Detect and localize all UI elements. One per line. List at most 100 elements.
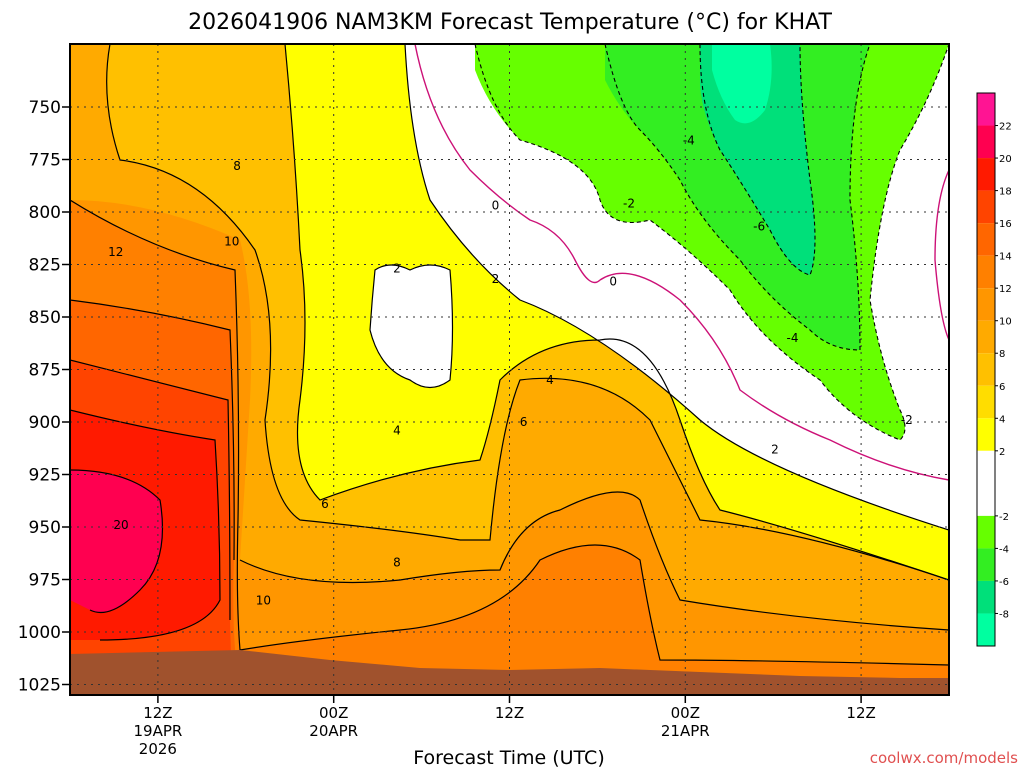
- colorbar-label: 2: [999, 447, 1005, 458]
- x-tick-label: 12Z: [846, 704, 875, 722]
- colorbar-label: 12: [999, 284, 1012, 295]
- contour-label: 6: [520, 415, 528, 429]
- colorbar-label: 6: [999, 382, 1005, 393]
- contour-label: -4: [787, 331, 799, 345]
- y-tick-label: 825: [29, 256, 61, 276]
- y-tick-label: 750: [29, 98, 61, 118]
- contour-label: 4: [546, 373, 554, 387]
- colorbar-bin: [977, 320, 995, 354]
- contour-12: [70, 299, 235, 561]
- contour-label: 2: [393, 262, 401, 276]
- colorbar-label: 8: [999, 349, 1005, 360]
- contour-m4: [604, 44, 871, 351]
- x-tick-label: 00Z: [671, 704, 700, 722]
- contour-8b: [239, 491, 949, 631]
- y-tick-label: 900: [29, 413, 61, 433]
- colorbar-label: -2: [999, 512, 1009, 523]
- contour-label: -4: [683, 134, 695, 148]
- x-tick-label: 12Z: [495, 704, 524, 722]
- contour-labels: 8 10 12 20 10 2 4 6 8 0 2 6 4 0 -2 -4 -6 -4 2 -2: [108, 134, 913, 608]
- y-tick-label: 925: [29, 466, 61, 486]
- contour-4: [284, 44, 949, 581]
- plot-area: [70, 44, 949, 695]
- credit-link[interactable]: coolwx.com/models: [870, 749, 1018, 767]
- y-tick-label: 1000: [18, 623, 61, 643]
- contour-label: 2: [492, 272, 500, 286]
- colorbar-bin: [977, 255, 995, 289]
- colorbar-bin: [977, 288, 995, 321]
- colorbar-label: 4: [999, 414, 1005, 425]
- colorbar-bin: [977, 190, 995, 224]
- contour-label: 8: [233, 159, 241, 173]
- region-white-pocket: [370, 265, 453, 388]
- contour-0a: [414, 44, 601, 284]
- y-tick-label: 950: [29, 518, 61, 538]
- colorbar-frame: [976, 92, 996, 647]
- y-tick-label: 875: [29, 361, 61, 381]
- x-tick-label: 19APR: [133, 722, 182, 740]
- contour-label: 10: [224, 234, 239, 248]
- region-green-8: [712, 44, 772, 124]
- colorbar-label: -8: [999, 609, 1009, 620]
- contour-0c: [934, 169, 949, 341]
- x-tick-label: 21APR: [661, 722, 710, 740]
- contour-m2: [474, 44, 949, 441]
- colorbar-bin: [977, 418, 995, 451]
- colorbar-bin: [977, 158, 995, 191]
- colorbar-label: 22: [999, 122, 1012, 133]
- y-axis: 750 775 800 825 850 875 900 925 950 975 1000 1025: [18, 98, 70, 696]
- contour-label: 4: [393, 423, 401, 437]
- contour-label: -6: [753, 220, 765, 234]
- y-tick-label: 850: [29, 308, 61, 328]
- contour-18: [70, 409, 221, 641]
- contour-2b: [404, 44, 949, 531]
- contour-label: 10: [256, 594, 271, 608]
- colorbar-label: 20: [999, 154, 1012, 165]
- contour-label: -2: [623, 197, 635, 211]
- y-tick-label: 1025: [18, 676, 61, 696]
- contour-label: 12: [108, 245, 123, 259]
- y-tick-label: 800: [29, 203, 61, 223]
- colorbar-bin: [977, 93, 995, 126]
- colorbar-bin: [977, 385, 995, 419]
- contour-label: 6: [321, 497, 329, 511]
- colorbar: 22 20 18 16 14 12 10 8 6 4 2 -2 -4 -6 -8: [976, 92, 1012, 647]
- x-tick-label: 2026: [139, 740, 177, 758]
- x-tick-label: 00Z: [319, 704, 348, 722]
- colorbar-bin: [977, 613, 995, 646]
- contour-label: 0: [492, 199, 500, 213]
- region-orange-10: [70, 44, 949, 695]
- colorbar-label: 10: [999, 317, 1012, 328]
- contour-6: [460, 377, 949, 581]
- zero-contours: [414, 44, 949, 481]
- x-axis-label: Forecast Time (UTC): [413, 747, 604, 768]
- colorbar-label: -6: [999, 577, 1009, 588]
- x-tick-label: 12Z: [143, 704, 172, 722]
- y-tick-label: 975: [29, 571, 61, 591]
- contour-label: -2: [901, 413, 913, 427]
- region-red-22: [70, 470, 163, 613]
- contour-0b: [599, 272, 949, 481]
- contour-10: [70, 199, 241, 651]
- ground: [70, 650, 949, 695]
- contour-label: 2: [771, 442, 779, 456]
- colorbar-bin: [977, 580, 995, 614]
- colorbar-label: -4: [999, 544, 1009, 555]
- colorbar-bin: [977, 353, 995, 386]
- contour-label: 0: [609, 274, 617, 288]
- y-tick-label: 775: [29, 151, 61, 171]
- colorbar-label: 18: [999, 187, 1012, 198]
- x-tick-label: 20APR: [309, 722, 358, 740]
- colorbar-bin: [977, 515, 995, 549]
- chart-title: 2026041906 NAM3KM Forecast Temperature (…: [188, 10, 832, 35]
- colorbar-bin: [977, 223, 995, 256]
- colorbar-bin: [977, 548, 995, 581]
- contour-m6: [699, 44, 816, 276]
- contour-2a: [369, 264, 454, 389]
- colorbar-label: 14: [999, 252, 1012, 263]
- contour-label: 8: [393, 556, 401, 570]
- contour-22: [70, 469, 164, 614]
- contour-14: [70, 359, 231, 621]
